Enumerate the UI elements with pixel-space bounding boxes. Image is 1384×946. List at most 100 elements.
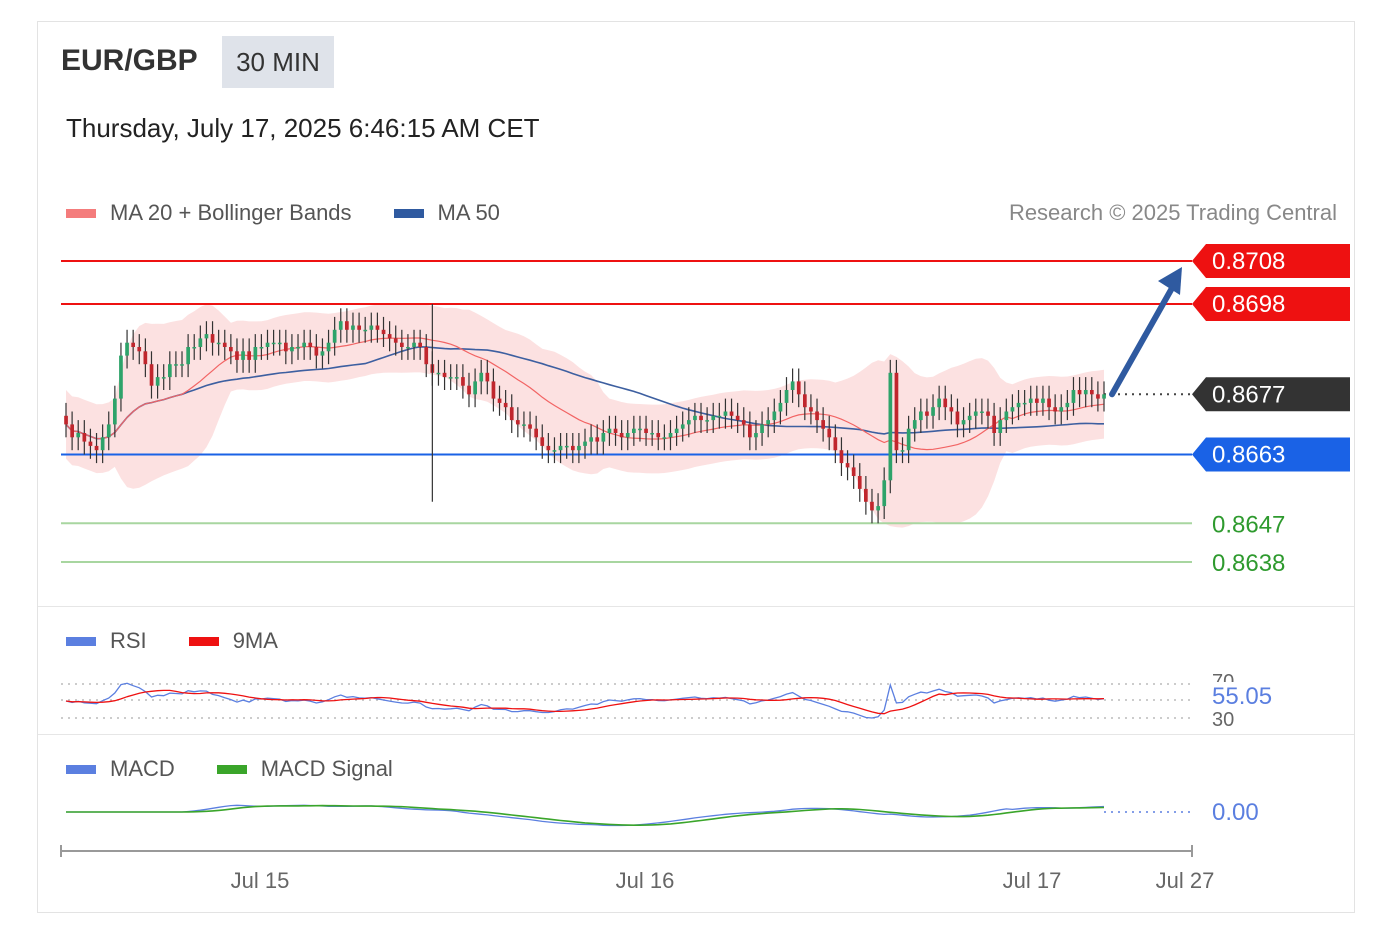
candles <box>64 304 1106 524</box>
rsi-ma-line <box>65 689 1105 715</box>
candle-body <box>961 420 966 425</box>
candle-body <box>454 377 459 379</box>
candle-body <box>955 411 960 425</box>
candle-body <box>699 415 703 421</box>
candle-body <box>473 381 477 395</box>
level-tag-bg <box>1192 437 1350 472</box>
candle-body <box>1077 390 1082 395</box>
candle-body <box>833 437 838 451</box>
candle-body <box>235 351 239 360</box>
candle-body <box>161 377 166 379</box>
candle-body <box>1010 407 1015 412</box>
level-label-0.8677: 0.8677 <box>1212 381 1285 408</box>
candle-body <box>723 411 728 416</box>
candle-body <box>155 377 160 386</box>
price-legend: MA 20 + Bollinger Bands MA 50 <box>66 200 500 226</box>
level-label-0.8647: 0.8647 <box>1212 511 1285 538</box>
candle-body <box>992 415 996 433</box>
candle-body <box>461 377 465 386</box>
candle-body <box>528 424 532 429</box>
candle-body <box>607 428 612 433</box>
candle-body <box>583 441 587 446</box>
candle-body <box>1035 398 1039 403</box>
candle-body <box>540 437 545 446</box>
candle-body <box>741 420 746 425</box>
candle-body <box>613 428 618 433</box>
candle-body <box>369 325 374 330</box>
candle-body <box>796 381 801 395</box>
candle-body <box>967 415 972 421</box>
candle-body <box>662 437 667 439</box>
candle-body <box>1028 398 1033 403</box>
ma20-line <box>65 337 1105 451</box>
candle-body <box>1102 394 1106 399</box>
level-label-0.8708: 0.8708 <box>1212 248 1285 275</box>
candle-body <box>864 488 868 502</box>
candle-body <box>638 428 642 431</box>
x-tick-label: Jul 16 <box>616 868 675 893</box>
candle-body <box>82 433 87 442</box>
candle-body <box>925 411 929 416</box>
x-tick-label: Jul 27 <box>1156 868 1215 893</box>
macd-legend: MACD MACD Signal <box>66 756 393 782</box>
candle-body <box>277 342 282 345</box>
candle-body <box>656 433 661 438</box>
candle-body <box>180 364 184 366</box>
candle-body <box>308 342 313 347</box>
candle-body <box>693 415 697 421</box>
candle-body <box>320 351 325 356</box>
level-label-0.8638: 0.8638 <box>1212 550 1285 577</box>
candle-body <box>418 342 422 347</box>
level-tag-bg <box>1192 244 1350 278</box>
candle-body <box>302 342 306 347</box>
candle-body <box>1041 398 1045 403</box>
level-tag-0.8647: 0.8647 <box>1212 511 1285 538</box>
candle-body <box>815 411 819 421</box>
candle-body <box>931 407 935 416</box>
candle-body <box>601 433 606 442</box>
candle-body <box>778 402 783 412</box>
chart-card <box>37 21 1355 913</box>
candle-body <box>467 385 471 395</box>
candle-body <box>558 445 563 451</box>
candle-body <box>113 398 117 425</box>
candle-body <box>106 424 111 438</box>
candle-body <box>76 433 81 438</box>
candle-body <box>1065 402 1070 408</box>
macd-value: 0.00 <box>1212 799 1259 826</box>
candle-body <box>216 342 221 345</box>
candle-body <box>882 480 887 507</box>
level-tag-0.8677: 0.8677 <box>1192 377 1350 412</box>
candle-body <box>577 445 581 451</box>
candle-body <box>772 411 777 421</box>
macd-signal-legend-label: MACD Signal <box>260 756 393 781</box>
candle-body <box>766 420 770 425</box>
level-label-0.8663: 0.8663 <box>1212 442 1285 469</box>
candle-body <box>729 411 734 416</box>
rsi-ma-swatch <box>188 636 219 646</box>
candle-body <box>326 342 331 352</box>
candle-body <box>143 351 148 365</box>
currency-pair-title: EUR/GBP <box>61 44 198 77</box>
rsi-value: 55.05 <box>1212 683 1272 710</box>
x-tick-label: Jul 17 <box>1003 868 1062 893</box>
candle-body <box>912 420 917 429</box>
candle-body <box>338 321 343 330</box>
candle-body <box>986 411 990 416</box>
candle-body <box>735 415 740 421</box>
candle-body <box>1090 390 1094 395</box>
macd-signal-line <box>66 804 1105 827</box>
candle-body <box>754 433 758 438</box>
candle-body <box>491 381 496 399</box>
candle-body <box>748 424 752 438</box>
candle-body <box>680 424 685 429</box>
candle-body <box>131 342 135 347</box>
timeframe-badge[interactable]: 30 MIN <box>222 36 334 88</box>
macd-swatch <box>66 764 96 774</box>
rsi-line <box>65 682 1105 719</box>
candle-body <box>845 463 850 468</box>
macd-line <box>66 804 1105 827</box>
level-tag-0.8708: 0.8708 <box>1192 244 1350 278</box>
candle-body <box>198 338 203 347</box>
